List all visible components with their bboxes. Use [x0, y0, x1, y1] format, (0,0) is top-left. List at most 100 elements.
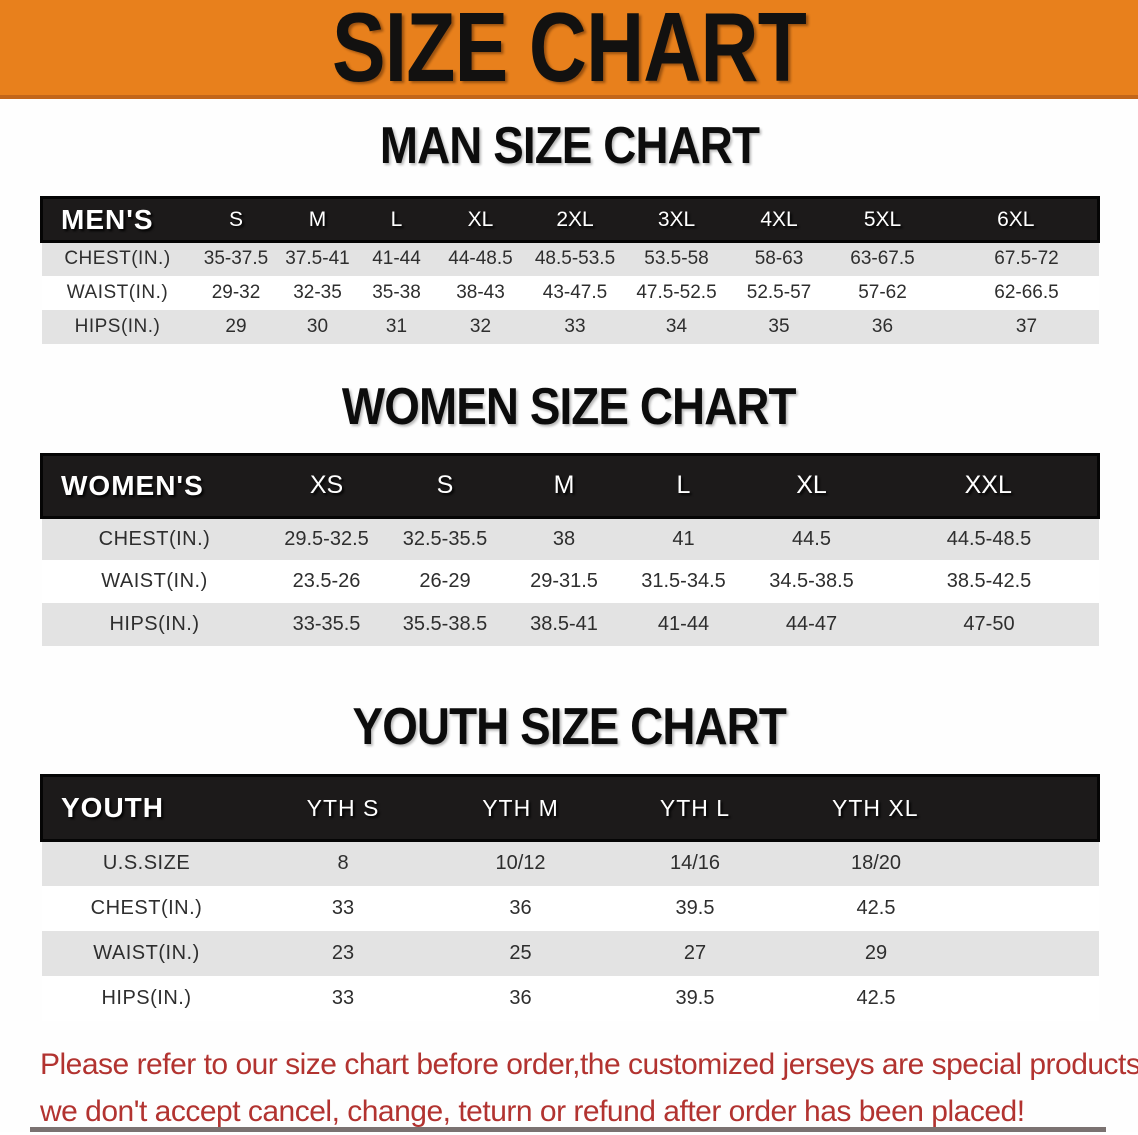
size-value-cell: 35-38 [356, 275, 437, 310]
size-value-cell: 53.5-58 [625, 240, 728, 276]
size-value-cell: 29 [193, 309, 279, 344]
size-header-cell: 5XL [830, 196, 935, 243]
size-header-cell: S [385, 452, 505, 519]
size-value-cell: 14/16 [606, 839, 784, 886]
size-header-cell: 6XL [934, 196, 1100, 243]
banner: SIZE CHART [0, 0, 1138, 99]
size-header-cell: 4XL [727, 196, 831, 243]
size-value-cell: 27 [606, 930, 784, 976]
size-header-cell: 2XL [524, 196, 626, 243]
measure-label-cell: CHEST(IN.) [41, 240, 194, 276]
size-value-cell: 35.5-38.5 [385, 603, 505, 646]
size-value-cell: 38.5-42.5 [879, 560, 1099, 603]
size-value-cell: 25 [434, 930, 607, 976]
disclaimer-line-1: Please refer to our size chart before or… [40, 1047, 1138, 1081]
size-value-cell: 37 [934, 309, 1099, 344]
measure-label-cell: CHEST(IN.) [41, 885, 252, 931]
men-header-row: MEN'S S M L XL 2XL 3XL 4XL 5XL 6XL [40, 196, 1100, 243]
youth-section-title-text: YOUTH SIZE CHART [352, 698, 786, 756]
size-header-cell: M [278, 196, 357, 243]
size-value-cell: 41-44 [356, 240, 437, 276]
size-value-cell: 43-47.5 [524, 275, 626, 310]
men-section-title: MAN SIZE CHART [0, 119, 1138, 173]
size-value-cell: 57-62 [830, 275, 935, 310]
size-value-cell: 35 [727, 309, 831, 344]
size-value-cell: 58-63 [727, 240, 831, 276]
measure-label-cell: WAIST(IN.) [41, 275, 194, 310]
size-value-cell: 26-29 [385, 560, 505, 603]
size-value-cell: 35-37.5 [193, 240, 279, 276]
measure-label-cell: HIPS(IN.) [41, 603, 268, 646]
size-value-cell: 37.5-41 [278, 240, 357, 276]
size-header-cell: XL [743, 452, 880, 519]
youth-hips-row: HIPS(IN.) 33 36 39.5 42.5 [41, 975, 1099, 1021]
size-value-cell: 31.5-34.5 [623, 560, 744, 603]
men-hips-row: HIPS(IN.) 29 30 31 32 33 34 35 36 37 [41, 309, 1099, 344]
youth-ussize-row: U.S.SIZE 8 10/12 14/16 18/20 [41, 839, 1099, 886]
size-value-cell: 36 [434, 975, 607, 1021]
banner-title: SIZE CHART [332, 0, 807, 102]
size-value-cell: 41 [623, 515, 744, 560]
size-value-cell: 38 [504, 515, 624, 560]
size-value-cell: 33 [524, 309, 626, 344]
size-value-cell: 62-66.5 [934, 275, 1099, 310]
size-value-cell: 39.5 [606, 975, 784, 1021]
size-value-cell: 42.5 [783, 885, 1099, 931]
size-value-cell: 52.5-57 [727, 275, 831, 310]
youth-header-row: YOUTH YTH S YTH M YTH L YTH XL [40, 774, 1100, 842]
size-value-cell: 47-50 [879, 603, 1099, 646]
disclaimer-line-2: we don't accept cancel, change, teturn o… [40, 1094, 1025, 1128]
size-value-cell: 48.5-53.5 [524, 240, 626, 276]
men-waist-row: WAIST(IN.) 29-32 32-35 35-38 38-43 43-47… [41, 275, 1099, 310]
size-header-cell: 3XL [625, 196, 728, 243]
size-value-cell: 44-48.5 [436, 240, 525, 276]
measure-label-cell: U.S.SIZE [41, 839, 252, 886]
men-header-label: MEN'S [40, 196, 194, 243]
size-header-cell: YTH XL [783, 774, 1100, 842]
size-header-cell: L [623, 452, 744, 519]
size-value-cell: 38.5-41 [504, 603, 624, 646]
men-section-title-text: MAN SIZE CHART [379, 117, 759, 175]
youth-header-label: YOUTH [40, 774, 252, 842]
women-header-label: WOMEN'S [40, 452, 268, 519]
youth-size-table: YOUTH YTH S YTH M YTH L YTH XL U.S.SIZE … [40, 774, 1100, 1021]
size-value-cell: 32-35 [278, 275, 357, 310]
size-value-cell: 18/20 [783, 839, 1099, 886]
size-value-cell: 29-31.5 [504, 560, 624, 603]
size-value-cell: 33 [251, 885, 435, 931]
women-size-table: WOMEN'S XS S M L XL XXL CHEST(IN.) 29.5-… [40, 452, 1100, 646]
size-value-cell: 39.5 [606, 885, 784, 931]
men-chest-row: CHEST(IN.) 35-37.5 37.5-41 41-44 44-48.5… [41, 240, 1099, 276]
size-value-cell: 29.5-32.5 [267, 515, 386, 560]
men-size-table: MEN'S S M L XL 2XL 3XL 4XL 5XL 6XL CHEST… [40, 196, 1100, 344]
size-header-cell: M [504, 452, 624, 519]
size-header-cell: YTH L [606, 774, 784, 842]
women-section-title-text: WOMEN SIZE CHART [342, 377, 797, 436]
size-value-cell: 8 [251, 839, 435, 886]
size-value-cell: 42.5 [783, 975, 1099, 1021]
size-value-cell: 31 [356, 309, 437, 344]
measure-label-cell: CHEST(IN.) [41, 515, 268, 560]
size-value-cell: 44.5-48.5 [879, 515, 1099, 560]
size-value-cell: 23.5-26 [267, 560, 386, 603]
size-value-cell: 44-47 [743, 603, 880, 646]
size-value-cell: 10/12 [434, 839, 607, 886]
size-header-cell: XL [436, 196, 525, 243]
size-value-cell: 67.5-72 [934, 240, 1099, 276]
measure-label-cell: HIPS(IN.) [41, 309, 194, 344]
size-value-cell: 23 [251, 930, 435, 976]
size-header-cell: L [356, 196, 437, 243]
women-header-row: WOMEN'S XS S M L XL XXL [40, 452, 1100, 519]
youth-waist-row: WAIST(IN.) 23 25 27 29 [41, 930, 1099, 976]
size-value-cell: 34.5-38.5 [743, 560, 880, 603]
size-value-cell: 44.5 [743, 515, 880, 560]
size-value-cell: 47.5-52.5 [625, 275, 728, 310]
size-value-cell: 63-67.5 [830, 240, 935, 276]
measure-label-cell: HIPS(IN.) [41, 975, 252, 1021]
size-value-cell: 29-32 [193, 275, 279, 310]
women-section-title: WOMEN SIZE CHART [0, 380, 1138, 434]
size-value-cell: 32.5-35.5 [385, 515, 505, 560]
size-header-cell: XXL [879, 452, 1100, 519]
size-header-cell: YTH M [434, 774, 607, 842]
